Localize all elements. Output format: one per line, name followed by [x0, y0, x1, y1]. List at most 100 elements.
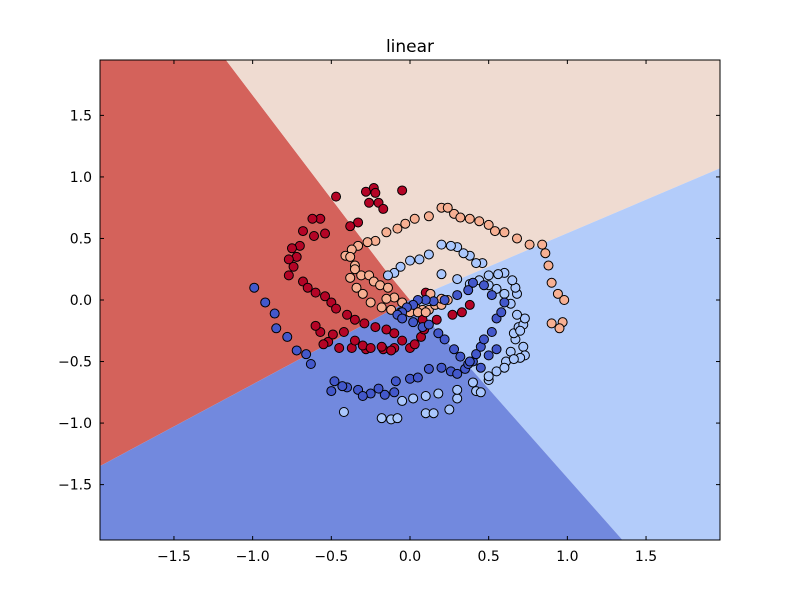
scatter-point-class-1: [420, 307, 431, 318]
scatter-point-class-3: [379, 389, 390, 400]
scatter-point-class-1: [552, 288, 563, 299]
scatter-point-class-2: [499, 362, 510, 373]
scatter-point-class-0: [331, 191, 342, 202]
scatter-point-class-2: [507, 275, 518, 286]
scatter-point-class-0: [365, 343, 376, 353]
scatter-point-class-0: [464, 299, 475, 310]
scatter-point-class-2: [499, 288, 510, 299]
scatter-point-class-2: [397, 395, 408, 406]
x-tick-label: −1.5: [157, 549, 191, 565]
scatter-point-class-3: [449, 344, 460, 355]
scatter-point-class-0: [349, 335, 360, 346]
y-axis: −1.5 −1.0 −0.5 0.0 0.5 1.0 1.5: [58, 108, 720, 494]
scatter-point-class-1: [554, 323, 565, 334]
scatter-point-class-0: [431, 314, 442, 325]
scatter-point-class-1: [489, 226, 500, 237]
scatter-point-class-1: [351, 282, 362, 293]
scatter-point-class-2: [414, 254, 425, 265]
scatter-point-class-3: [486, 290, 497, 301]
y-tick-label: 1.5: [70, 108, 92, 124]
scatter-point-class-2: [471, 258, 482, 269]
scatter-point-class-0: [345, 221, 356, 232]
scatter-point-class-0: [307, 213, 318, 224]
scatter-point-class-3: [408, 317, 419, 328]
scatter-point-class-2: [467, 377, 478, 388]
scatter-point-class-3: [433, 328, 444, 339]
scatter-point-class-1: [559, 295, 570, 305]
scatter-point-class-2: [376, 413, 387, 424]
scatter-point-class-0: [349, 314, 360, 325]
scatter-point-class-1: [345, 272, 356, 283]
scatter-point-class-1: [362, 237, 373, 248]
scatter-point-class-3: [373, 383, 384, 394]
scatter-point-class-0: [397, 185, 408, 196]
scatter-point-class-2: [408, 393, 419, 404]
scatter-point-class-2: [392, 413, 403, 424]
scatter-point-class-2: [382, 270, 393, 281]
scatter-point-class-3: [486, 327, 497, 337]
scatter-point-class-0: [302, 282, 313, 293]
y-tick-label: −1.0: [58, 416, 92, 432]
scatter-point-class-0: [288, 261, 299, 272]
scatter-point-class-0: [320, 291, 331, 302]
scatter-point-class-2: [518, 341, 529, 352]
scatter-point-class-1: [524, 239, 535, 250]
y-tick-label: −0.5: [58, 355, 92, 371]
scatter-point-class-3: [439, 295, 450, 305]
scatter-point-class-1: [543, 260, 554, 271]
scatter-point-class-3: [439, 334, 450, 345]
scatter-point-class-3: [337, 381, 348, 392]
scatter-point-class-3: [452, 368, 463, 379]
scatter-point-class-3: [249, 282, 260, 293]
scatter-point-class-3: [423, 319, 434, 330]
scatter-point-class-1: [409, 213, 420, 224]
scatter-point-class-2: [436, 239, 447, 250]
scatter-point-class-2: [452, 393, 463, 404]
x-tick-label: 0.5: [478, 549, 500, 565]
scatter-point-class-1: [464, 213, 475, 224]
scatter-point-class-3: [452, 290, 463, 301]
scatter-point-class-3: [491, 344, 502, 355]
scatter-point-class-1: [381, 227, 392, 238]
scatter-point-class-3: [291, 345, 302, 356]
scatter-point-class-2: [436, 269, 447, 280]
scatter-point-class-3: [436, 362, 447, 373]
scatter-point-class-3: [282, 331, 293, 342]
scatter-point-class-3: [397, 313, 408, 324]
scatter-point-class-2: [483, 270, 494, 281]
scatter-point-class-3: [271, 323, 282, 334]
scatter-point-class-1: [345, 251, 356, 262]
scatter-point-class-0: [409, 339, 420, 350]
scatter-point-class-1: [546, 277, 557, 288]
scatter-point-class-2: [338, 407, 349, 417]
decision-region-1: [225, 60, 720, 300]
scatter-point-class-1: [349, 264, 360, 275]
scatter-point-class-1: [537, 239, 548, 250]
decision-region-2: [410, 168, 720, 540]
scatter-point-class-3: [483, 350, 494, 361]
x-axis: −1.5 −1.0 −0.5 0.0 0.5 1.0 1.5: [157, 60, 657, 565]
decision-region-0: [100, 60, 410, 467]
scatter-point-class-2: [493, 269, 504, 280]
scatter-point-class-3: [423, 363, 434, 374]
scatter-point-class-0: [456, 307, 467, 318]
scatter-point-class-0: [297, 226, 308, 237]
decision-region-3: [100, 300, 623, 540]
scatter-point-class-0: [334, 343, 345, 353]
scatter-point-class-0: [397, 335, 408, 346]
decision-regions: [100, 60, 720, 540]
scatter-point-class-0: [370, 187, 381, 198]
scatter-point-class-2: [433, 388, 444, 399]
scatter-point-class-2: [475, 387, 486, 398]
scatter-point-class-0: [309, 231, 320, 241]
scatter-point-class-1: [381, 293, 392, 304]
scatter-point-class-0: [378, 203, 389, 214]
scatter-point-class-3: [463, 285, 474, 296]
scatter-point-class-3: [389, 387, 400, 398]
scatter-point-class-3: [471, 349, 482, 360]
scatter-point-class-0: [359, 318, 370, 329]
scatter-point-class-1: [455, 212, 466, 223]
scatter-point-class-3: [499, 297, 510, 308]
scatter-point-class-1: [546, 318, 557, 329]
scatter-point-class-2: [483, 371, 494, 382]
